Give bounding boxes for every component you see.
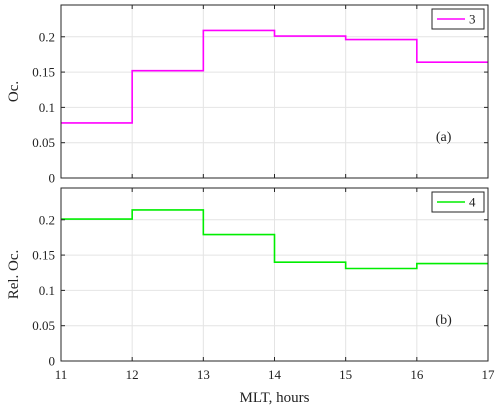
x-axis-title: MLT, hours xyxy=(239,390,309,406)
x-tick-label: 13 xyxy=(197,367,210,382)
y-tick-label: 0.15 xyxy=(32,248,55,263)
ticks: 0 0.05 0.1 0.15 0.2 xyxy=(32,5,489,186)
x-tick-label: 12 xyxy=(126,367,139,382)
legend-entry-series-3: 3 xyxy=(469,12,476,27)
series-line-4 xyxy=(61,209,488,270)
y-tick-label: 0 xyxy=(49,171,56,186)
legend: 4 xyxy=(431,191,485,213)
y-tick-label: 0.05 xyxy=(32,135,55,150)
chart-panel-b: 0 0.05 0.1 0.15 0.2 11 12 13 14 15 16 17 Rel. Oc. M… xyxy=(6,187,495,406)
y-axis-title: Rel. Oc. xyxy=(6,250,22,300)
x-tick-label: 11 xyxy=(55,367,68,382)
y-tick-label: 0.2 xyxy=(39,29,55,44)
y-tick-label: 0.1 xyxy=(39,100,55,115)
x-tick-label: 16 xyxy=(410,367,424,382)
chart-panel-a: 0 0.05 0.1 0.15 0.2 Oc. (a) 3 xyxy=(6,4,489,186)
y-axis-title: Oc. xyxy=(6,81,22,102)
legend-entry-series-4: 4 xyxy=(469,195,476,210)
data-marks xyxy=(61,29,488,124)
x-tick-label: 15 xyxy=(339,367,352,382)
ticks: 0 0.05 0.1 0.15 0.2 11 12 13 14 15 16 17 xyxy=(32,188,495,382)
panel-label: (a) xyxy=(436,130,452,145)
legend: 3 xyxy=(431,8,485,30)
y-tick-label: 0 xyxy=(49,354,56,369)
y-tick-label: 0.15 xyxy=(32,65,55,80)
x-tick-label: 14 xyxy=(268,367,282,382)
data-marks xyxy=(61,209,488,270)
series-line-3 xyxy=(61,29,488,124)
panel-label: (b) xyxy=(435,313,452,328)
x-tick-label: 17 xyxy=(482,367,496,382)
grid-lines xyxy=(61,188,488,361)
y-tick-label: 0.2 xyxy=(39,212,55,227)
y-tick-label: 0.05 xyxy=(32,318,55,333)
y-tick-label: 0.1 xyxy=(39,283,55,298)
